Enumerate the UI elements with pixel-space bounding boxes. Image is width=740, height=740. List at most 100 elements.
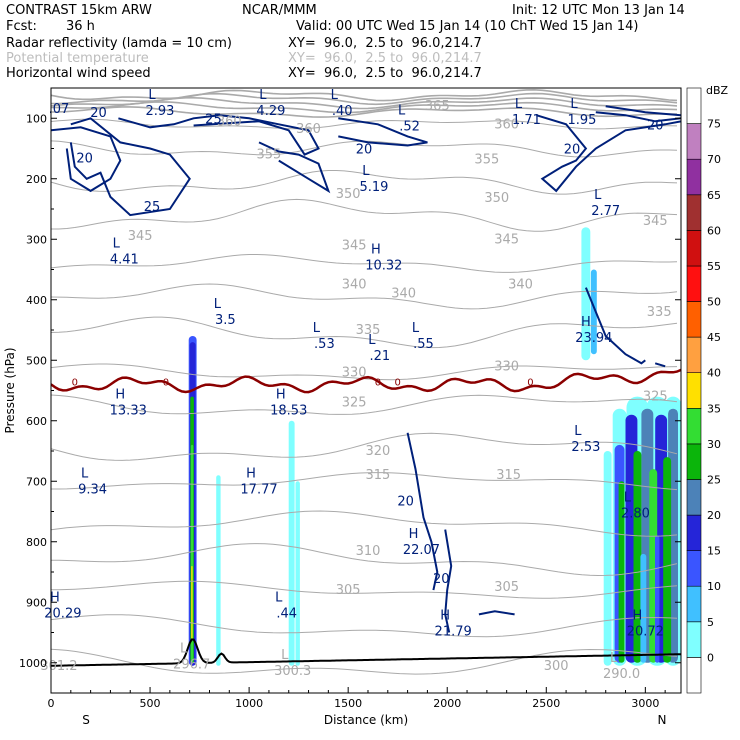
extremum-value: 9.34: [78, 482, 107, 497]
extremum-value: .55: [413, 337, 434, 352]
extremum-marker: H: [371, 242, 381, 257]
reflectivity-cell: [633, 451, 642, 663]
wind-contour: [584, 287, 646, 365]
corner-label: 301.2: [40, 659, 77, 674]
extremum-marker: L: [313, 321, 321, 336]
wind-label: 25: [144, 200, 161, 215]
extremum-value: 21.79: [435, 624, 472, 639]
model-title: CONTRAST 15km ARW: [6, 3, 152, 18]
theta-label: 340: [391, 287, 416, 302]
theta-label: 305: [336, 583, 361, 598]
extremum-value: 290.0: [603, 667, 640, 682]
init-time: Init: 12 UTC Mon 13 Jan 14: [512, 3, 685, 18]
extremum-marker: L: [570, 97, 578, 112]
extremum-value: 300.3: [274, 664, 311, 679]
theta-contour: [51, 614, 678, 638]
theta-label: 320: [365, 444, 390, 459]
theta-contour: [51, 101, 678, 114]
x-end-left: S: [82, 713, 90, 727]
colorbar-swatch: [686, 301, 702, 338]
theta-contour: [51, 472, 678, 491]
y-tick-label: 800: [26, 536, 47, 549]
colorbar-level: 55: [707, 260, 721, 273]
colorbar-level: 5: [707, 616, 714, 629]
extremum-marker: L: [148, 88, 156, 103]
wind-label: 20: [397, 495, 414, 510]
colorbar-swatch: [686, 158, 702, 196]
terrain-line: [51, 638, 681, 667]
field2-name: Potential temperature: [6, 51, 149, 66]
theta-label: 310: [356, 544, 381, 559]
theta-contour: [51, 106, 678, 118]
x-tick-label: 1000: [235, 697, 263, 710]
colorbar-level: 0: [707, 651, 714, 664]
theta-label: 345: [643, 214, 668, 229]
colorbar-swatch: [686, 621, 702, 658]
colorbar-level: 10: [707, 580, 721, 593]
colorbar-swatch: [686, 550, 702, 587]
colorbar-level: 15: [707, 545, 721, 558]
x-end-right: N: [658, 713, 667, 727]
extremum-value: 3.5: [215, 313, 236, 328]
colorbar-swatch: [686, 336, 702, 374]
wind-label: 20: [564, 143, 581, 158]
theta-contour: [51, 510, 678, 537]
extremum-value: .52: [399, 119, 420, 134]
extremum-marker: L: [574, 424, 582, 439]
y-tick-label: 400: [26, 294, 47, 307]
wind-label: 20: [647, 118, 664, 133]
freezing-level-label: 0: [72, 377, 78, 388]
y-tick-label: 300: [26, 233, 47, 246]
extremum-value: 2.53: [571, 440, 600, 455]
extremum-value: 10.32: [365, 258, 402, 273]
freezing-level-label: 0: [163, 377, 169, 388]
theta-label: 360: [217, 114, 242, 129]
theta-label: 350: [336, 187, 361, 202]
theta-contour: [51, 580, 678, 599]
colorbar-swatch: [686, 87, 702, 124]
theta-contour: [51, 254, 678, 273]
x-tick-label: 0: [48, 697, 55, 710]
x-tick-label: 500: [140, 697, 161, 710]
forecast-label: Fcst:: [6, 19, 37, 34]
extremum-marker: L: [113, 236, 121, 251]
extremum-value: 296.7: [173, 658, 210, 673]
colorbar-swatch: [686, 407, 702, 445]
wind-contour: [406, 432, 439, 591]
extremum-value: 2.80: [621, 506, 650, 521]
y-tick-label: 200: [26, 173, 47, 186]
reflectivity-cell: [295, 481, 300, 666]
y-tick-label: 600: [26, 415, 47, 428]
extremum-marker: H: [246, 466, 256, 481]
theta-label: 360: [494, 117, 519, 132]
extremum-marker: L: [275, 590, 283, 605]
theta-label: 350: [484, 191, 509, 206]
wind-contour: [51, 126, 122, 193]
theta-label: 360: [296, 122, 321, 137]
y-tick-label: 500: [26, 354, 47, 367]
extremum-value: 20.72: [627, 624, 664, 639]
theta-label: 330: [342, 365, 367, 380]
theta-contour: [51, 648, 678, 675]
wind-contour: [478, 610, 515, 616]
wind-speed-contours: [51, 105, 681, 633]
colorbar-swatch: [686, 657, 702, 694]
theta-label: 315: [496, 468, 521, 483]
colorbar-swatch: [686, 443, 702, 480]
x-tick-label: 1500: [334, 697, 362, 710]
theta-label: 340: [508, 278, 533, 293]
freezing-level-label: 0: [395, 377, 401, 388]
wind-contour: [258, 141, 331, 194]
colorbar-swatch: [686, 372, 702, 409]
extremum-marker: L: [331, 88, 339, 103]
colorbar-swatch: [686, 265, 702, 302]
extremum-marker: L: [594, 188, 602, 203]
extremum-marker: H: [632, 608, 642, 623]
extremum-marker: L: [281, 648, 289, 663]
colorbar-level: 75: [707, 118, 721, 131]
theta-label: 305: [494, 580, 519, 595]
theta-contour: [51, 283, 678, 310]
extremum-value: 17.77: [240, 482, 277, 497]
theta-label: 365: [425, 99, 450, 114]
